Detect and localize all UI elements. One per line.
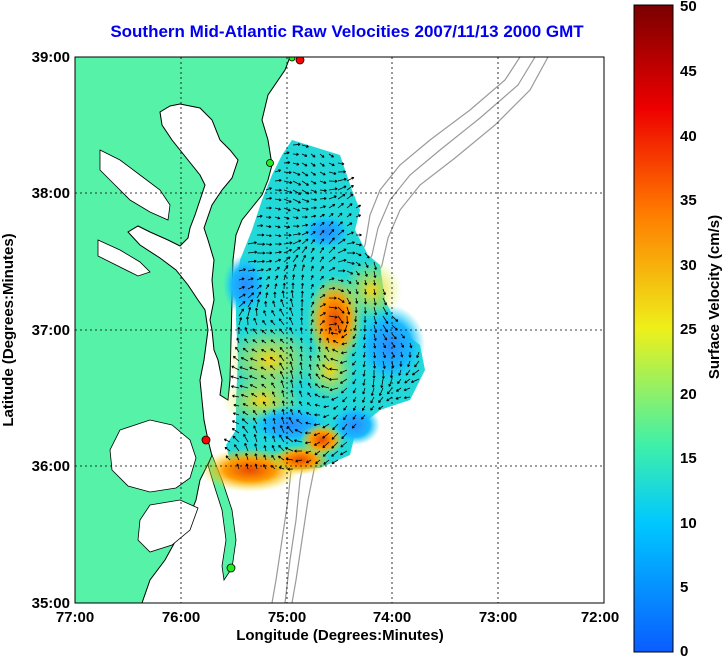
y-tick-label: 37:00	[32, 322, 70, 339]
x-tick-label: 75:00	[268, 609, 306, 626]
x-axis-ticks: 77:00 76:00 75:00 74:00 73:00 72:00	[56, 609, 619, 626]
colorbar-tick-label: 15	[680, 450, 697, 467]
grid-lines	[75, 57, 604, 603]
y-axis-ticks: 39:00 38:00 37:00 36:00 35:00	[32, 49, 70, 612]
station-green-marker[interactable]	[266, 159, 274, 167]
colorbar-tick-label: 25	[680, 321, 697, 338]
bay-water	[97, 239, 151, 277]
y-tick-label: 35:00	[32, 595, 70, 612]
plot-frame	[74, 56, 605, 604]
colorbar-tick-label: 20	[680, 386, 697, 403]
colorbar-tick-label: 45	[680, 63, 697, 80]
colorbar-tick-label: 40	[680, 128, 697, 145]
x-tick-label: 72:00	[581, 609, 619, 626]
velocity-arrows	[223, 142, 420, 471]
station-green-marker[interactable]	[288, 55, 296, 62]
colorbar-tick-label: 30	[680, 257, 697, 274]
colorbar-ticks: 50 45 40 35 30 25 20 15 10 5 0	[680, 0, 697, 659]
colorbar-tick-label: 0	[680, 643, 688, 659]
y-tick-label: 38:00	[32, 185, 70, 202]
colorbar-label: Surface Velocity (cm/s)	[706, 215, 723, 379]
colorbar-tick-label: 50	[680, 0, 697, 15]
x-tick-label: 76:00	[162, 609, 200, 626]
bay-water	[99, 149, 171, 221]
colorbar-tick-label: 5	[680, 579, 688, 596]
x-tick-label: 74:00	[373, 609, 411, 626]
station-red-marker[interactable]	[201, 435, 211, 445]
x-tick-label: 77:00	[56, 609, 94, 626]
x-axis-title: Longitude (Degrees:Minutes)	[236, 627, 444, 644]
colorbar-tick-label: 35	[680, 192, 697, 209]
y-axis-title: Latitude (Degrees:Minutes)	[0, 233, 17, 426]
sound-water	[109, 419, 197, 493]
station-green-marker[interactable]	[226, 563, 236, 573]
sound-water	[137, 499, 199, 553]
y-tick-label: 36:00	[32, 458, 70, 475]
colorbar-tick-label: 10	[680, 515, 697, 532]
colorbar	[633, 4, 674, 653]
arrow-glyphs	[223, 142, 420, 471]
y-tick-label: 39:00	[32, 49, 70, 66]
x-tick-label: 73:00	[479, 609, 517, 626]
station-red-marker[interactable]	[295, 56, 305, 65]
page-title: Southern Mid-Atlantic Raw Velocities 200…	[110, 22, 584, 41]
